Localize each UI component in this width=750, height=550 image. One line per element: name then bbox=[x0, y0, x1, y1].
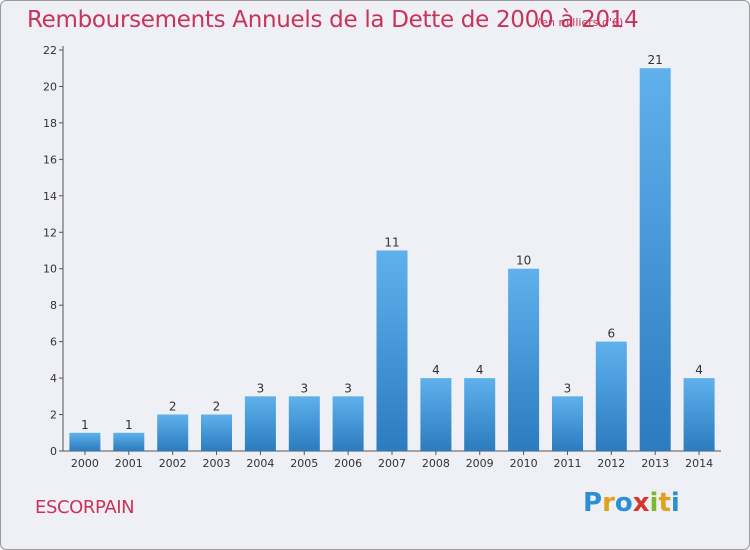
data-label: 6 bbox=[607, 327, 615, 341]
x-tick-label: 2000 bbox=[71, 457, 99, 470]
logo-letter: x bbox=[632, 488, 650, 518]
data-label: 1 bbox=[81, 418, 89, 432]
y-tick-label: 2 bbox=[50, 409, 57, 422]
chart-subtitle: (en milliers d'€) bbox=[537, 16, 624, 29]
x-tick-label: 2011 bbox=[554, 457, 582, 470]
bar bbox=[552, 396, 583, 451]
bar bbox=[69, 432, 101, 451]
chart-title: Remboursements Annuels de la Dette de 20… bbox=[27, 7, 639, 33]
bar bbox=[201, 414, 232, 451]
data-label: 1 bbox=[125, 418, 133, 432]
x-tick-label: 2002 bbox=[159, 457, 187, 470]
y-tick-label: 12 bbox=[43, 226, 57, 239]
data-label: 2 bbox=[169, 400, 177, 414]
bar bbox=[508, 268, 540, 451]
x-tick-label: 2012 bbox=[597, 457, 625, 470]
bar bbox=[683, 378, 715, 451]
data-label: 11 bbox=[384, 236, 399, 250]
logo-letter: P bbox=[583, 488, 603, 518]
x-tick-label: 2009 bbox=[466, 457, 494, 470]
bar bbox=[157, 414, 189, 451]
bar bbox=[595, 341, 627, 451]
commune-name: ESCORPAIN bbox=[35, 497, 135, 518]
y-tick-label: 20 bbox=[43, 80, 57, 93]
x-tick-label: 2006 bbox=[334, 457, 362, 470]
y-tick-label: 0 bbox=[50, 445, 57, 458]
y-tick-label: 22 bbox=[43, 44, 57, 57]
y-tick-label: 8 bbox=[50, 299, 57, 312]
logo-letter: i bbox=[649, 488, 659, 518]
data-label: 3 bbox=[257, 381, 265, 395]
y-tick-label: 16 bbox=[43, 153, 57, 166]
y-tick-label: 18 bbox=[43, 117, 57, 130]
bar bbox=[639, 68, 671, 451]
data-label: 21 bbox=[648, 53, 663, 67]
logo-letter: r bbox=[602, 488, 615, 518]
data-label: 4 bbox=[695, 363, 703, 377]
data-label: 3 bbox=[300, 381, 308, 395]
x-tick-label: 2004 bbox=[246, 457, 274, 470]
x-tick-label: 2010 bbox=[510, 457, 538, 470]
y-tick-label: 10 bbox=[43, 263, 57, 276]
data-label: 3 bbox=[344, 381, 352, 395]
bar bbox=[376, 250, 408, 451]
x-tick-label: 2007 bbox=[378, 457, 406, 470]
y-tick-label: 14 bbox=[43, 190, 57, 203]
data-label: 4 bbox=[432, 363, 440, 377]
logo-letter: o bbox=[614, 488, 633, 518]
x-tick-label: 2008 bbox=[422, 457, 450, 470]
y-tick-label: 6 bbox=[50, 336, 57, 349]
logo-letter: t bbox=[658, 488, 671, 518]
data-label: 10 bbox=[516, 254, 531, 268]
x-tick-label: 2001 bbox=[115, 457, 143, 470]
bar bbox=[244, 396, 276, 451]
x-tick-label: 2005 bbox=[290, 457, 318, 470]
data-label: 4 bbox=[476, 363, 484, 377]
bar bbox=[332, 396, 364, 451]
logo-letter: i bbox=[670, 488, 680, 518]
bar bbox=[288, 396, 320, 451]
x-tick-label: 2003 bbox=[203, 457, 231, 470]
bar bbox=[464, 378, 496, 451]
x-tick-label: 2014 bbox=[685, 457, 713, 470]
data-label: 3 bbox=[564, 381, 572, 395]
y-tick-label: 4 bbox=[50, 372, 57, 385]
x-tick-label: 2013 bbox=[641, 457, 669, 470]
bar bbox=[420, 378, 452, 451]
proxiti-logo: Proxiti bbox=[583, 488, 680, 518]
data-label: 2 bbox=[213, 400, 221, 414]
bar bbox=[113, 432, 145, 451]
